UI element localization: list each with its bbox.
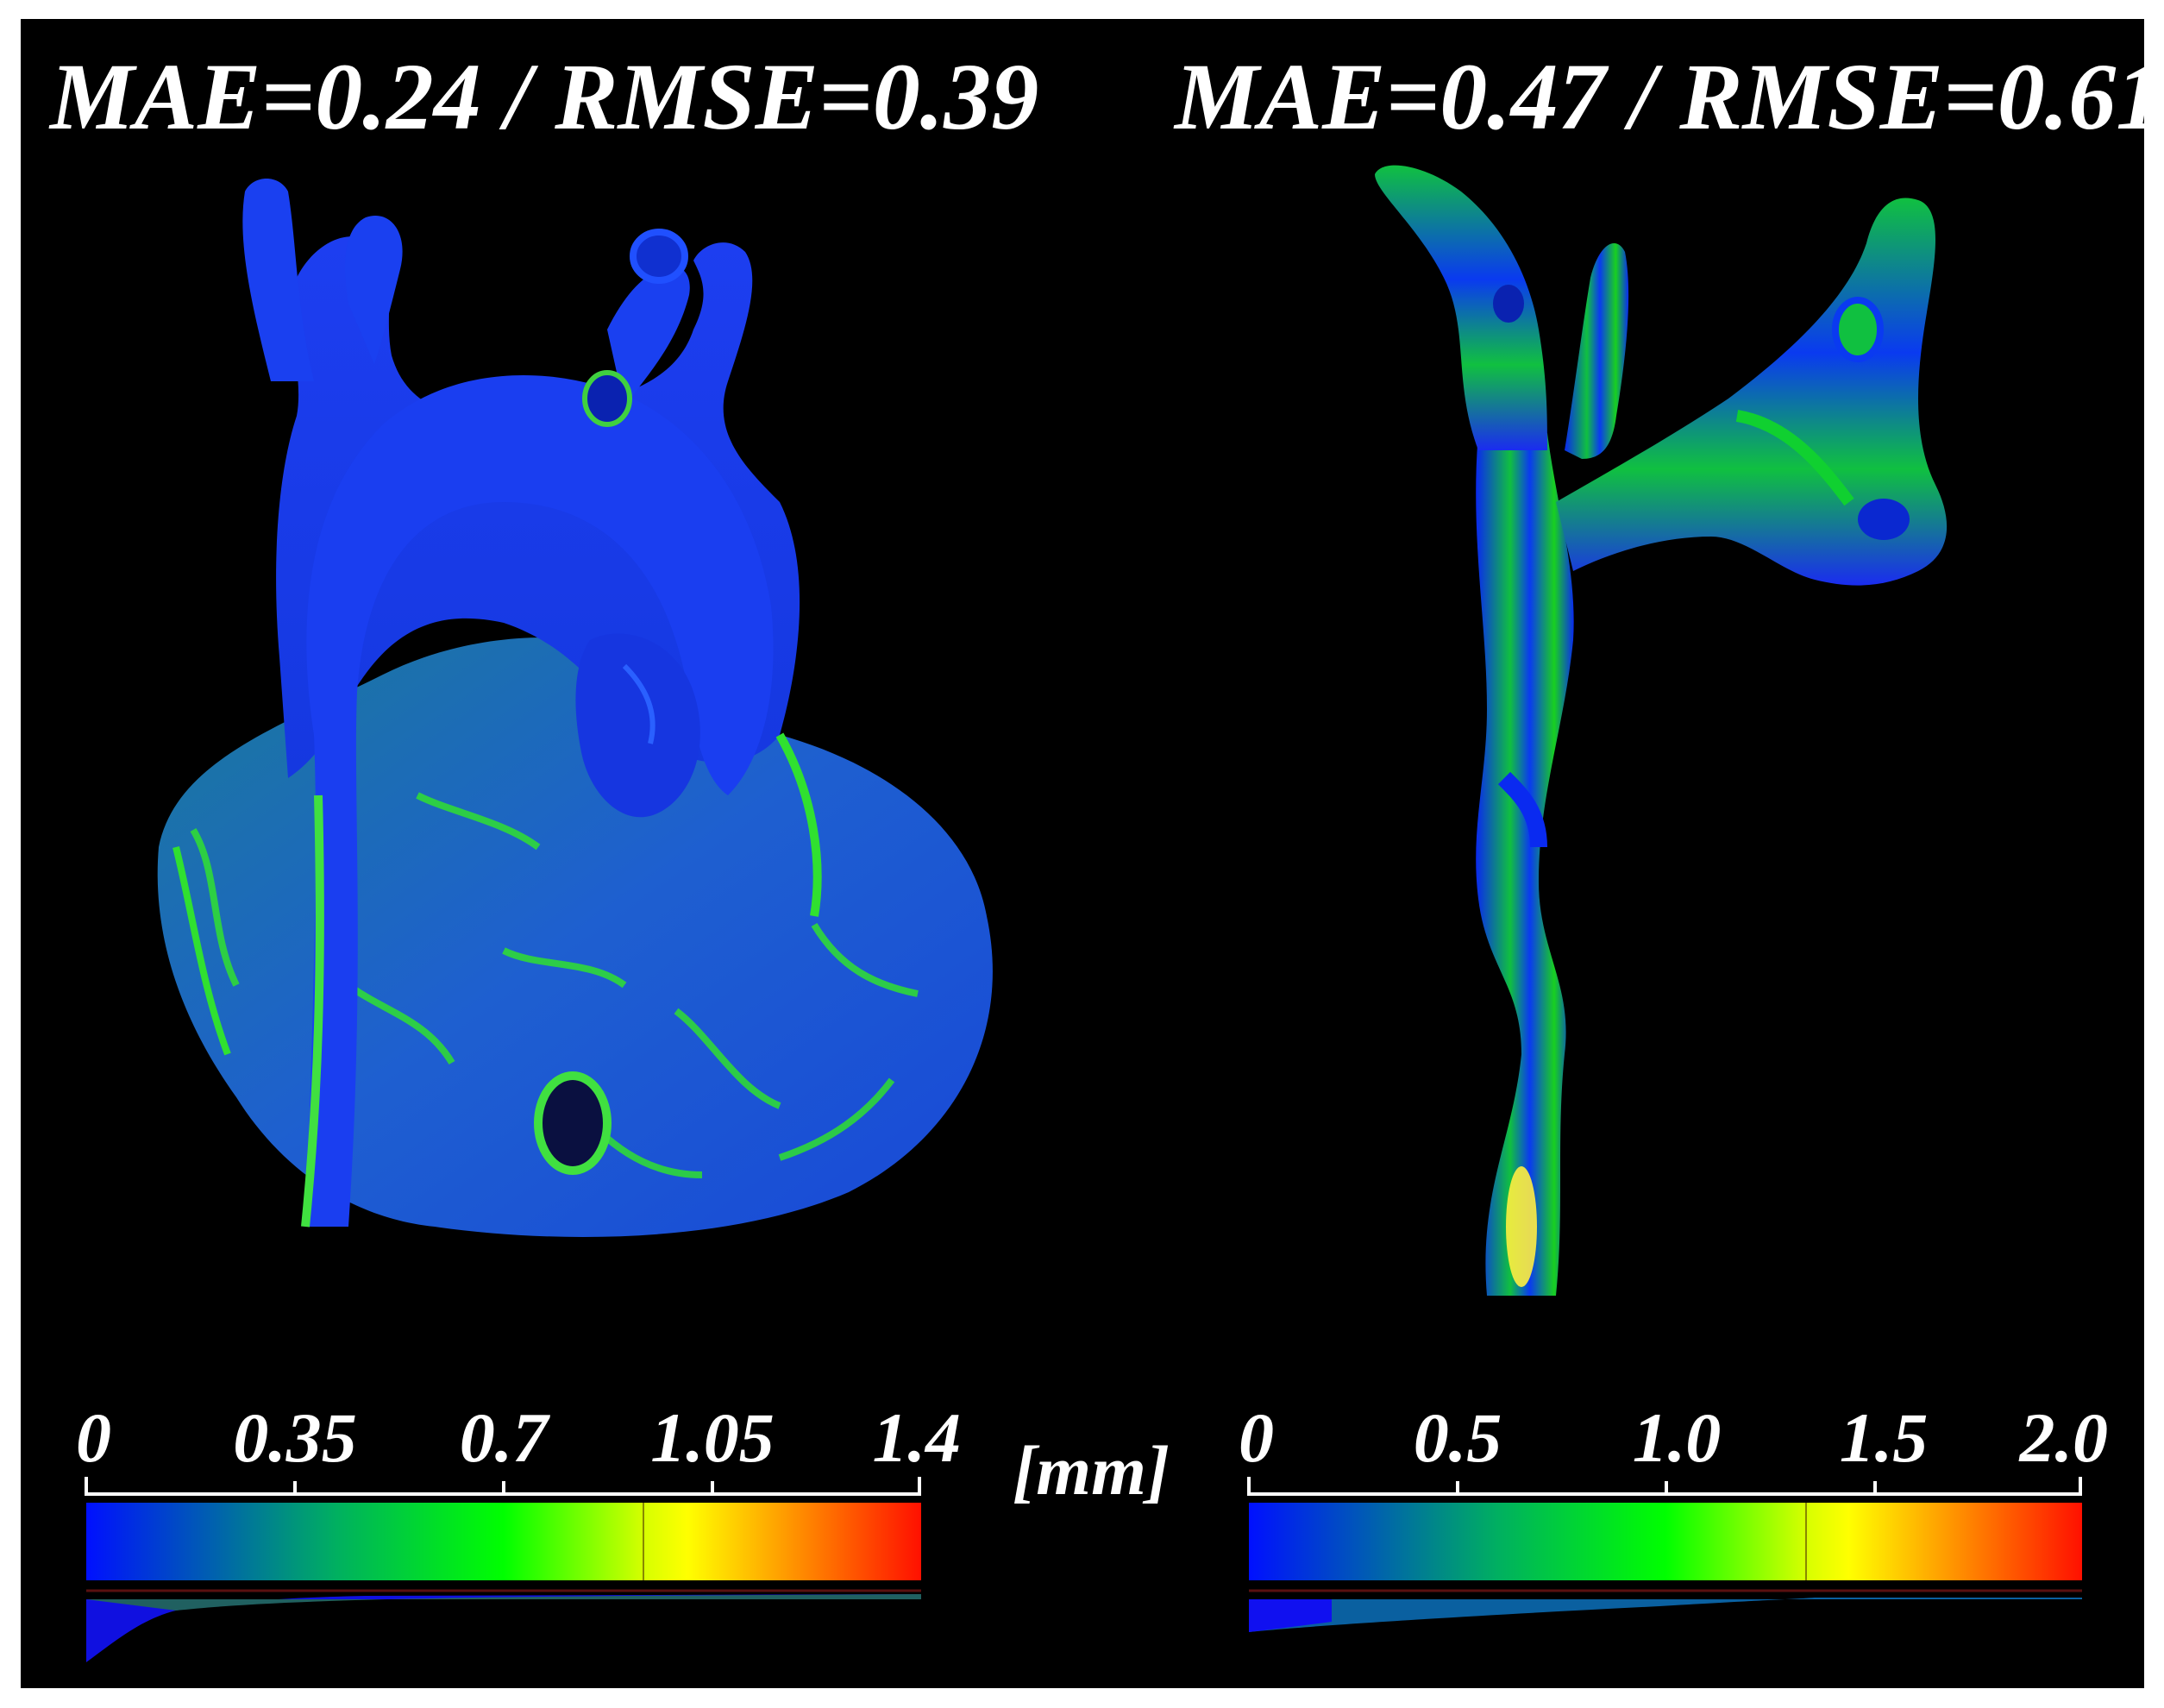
right-colorbar-tick: 0.5 [1413, 1398, 1502, 1477]
left-colorbar-tick: 0 [76, 1398, 111, 1477]
right-colorbar [1247, 1477, 2082, 1632]
left-colorbar-tick: 0.7 [459, 1398, 549, 1477]
left-colorbar-tick: 0.35 [233, 1398, 357, 1477]
vessel-surface [1375, 165, 1948, 1296]
left-colorbar-tick: 1.4 [872, 1398, 962, 1477]
colorbar-unit: [mm] [1013, 1431, 1170, 1510]
surface-renderings [85, 165, 2082, 1662]
left-colorbar-tick: 1.05 [650, 1398, 775, 1477]
left-error-title: MAE=0.24 / RMSE=0.39 [50, 44, 1039, 149]
right-colorbar-tick: 1.5 [1839, 1398, 1929, 1477]
figure-panel: MAE=0.24 / RMSE=0.39 MAE=0.47 / RMSE=0.6… [21, 19, 2163, 1688]
right-colorbar-tick: 2.0 [2019, 1398, 2109, 1477]
heart-surface [157, 179, 993, 1237]
right-colorbar-tick: 1.0 [1632, 1398, 1722, 1477]
left-colorbar [85, 1477, 921, 1662]
right-error-title: MAE=0.47 / RMSE=0.61 [1175, 44, 2164, 149]
right-colorbar-tick: 0 [1239, 1398, 1274, 1477]
